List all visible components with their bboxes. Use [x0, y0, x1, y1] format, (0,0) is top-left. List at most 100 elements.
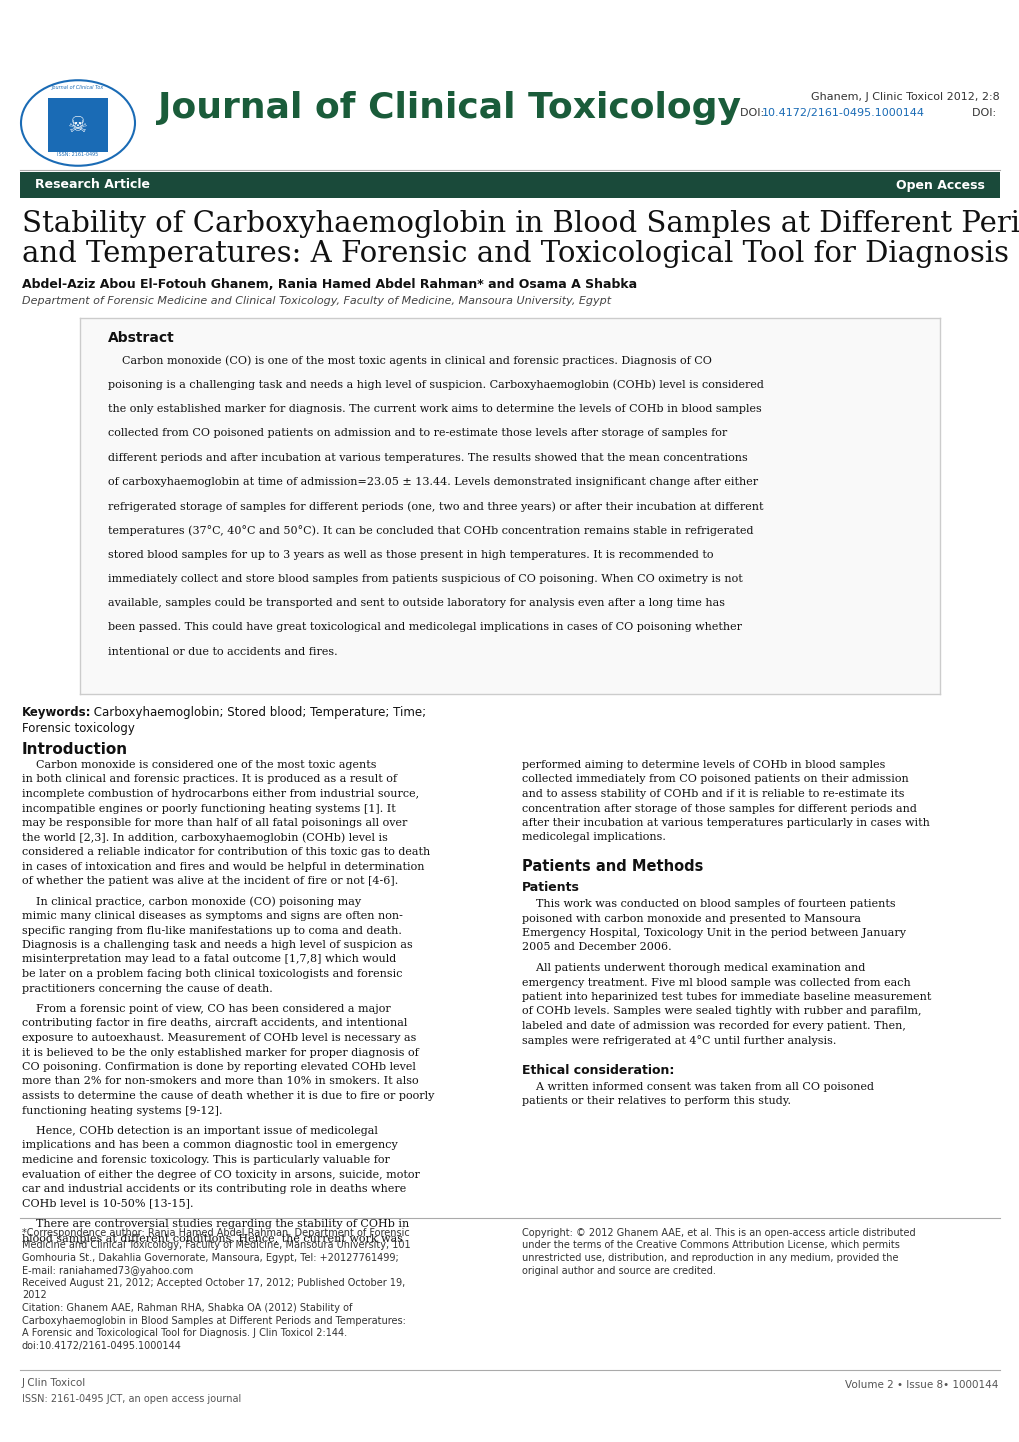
- Text: the only established marker for diagnosis. The current work aims to determine th: the only established marker for diagnosi…: [107, 404, 760, 414]
- Text: concentration after storage of those samples for different periods and: concentration after storage of those sam…: [522, 803, 916, 813]
- Text: mimic many clinical diseases as symptoms and signs are often non-: mimic many clinical diseases as symptoms…: [22, 911, 403, 921]
- Text: after their incubation at various temperatures particularly in cases with: after their incubation at various temper…: [522, 818, 929, 828]
- Text: Gomhouria St., Dakahlia Governorate, Mansoura, Egypt, Tel: +20127761499;: Gomhouria St., Dakahlia Governorate, Man…: [22, 1253, 398, 1263]
- Text: more than 2% for non-smokers and more than 10% in smokers. It also: more than 2% for non-smokers and more th…: [22, 1077, 418, 1086]
- Text: poisoning is a challenging task and needs a high level of suspicion. Carboxyhaem: poisoning is a challenging task and need…: [107, 379, 762, 391]
- Text: Volume 2 • Issue 8• 1000144: Volume 2 • Issue 8• 1000144: [844, 1380, 997, 1390]
- Text: All patients underwent thorough medical examination and: All patients underwent thorough medical …: [522, 963, 864, 973]
- Text: A written informed consent was taken from all CO poisoned: A written informed consent was taken fro…: [522, 1082, 873, 1092]
- Text: E-mail: raniahamed73@yahoo.com: E-mail: raniahamed73@yahoo.com: [22, 1266, 193, 1276]
- Text: samples were refrigerated at 4°C until further analysis.: samples were refrigerated at 4°C until f…: [522, 1035, 836, 1047]
- Text: stored blood samples for up to 3 years as well as those present in high temperat: stored blood samples for up to 3 years a…: [107, 549, 712, 559]
- Text: of COHb levels. Samples were sealed tightly with rubber and parafilm,: of COHb levels. Samples were sealed tigh…: [522, 1007, 920, 1017]
- Text: medicolegal implications.: medicolegal implications.: [522, 832, 665, 842]
- Text: performed aiming to determine levels of COHb in blood samples: performed aiming to determine levels of …: [522, 760, 884, 770]
- Text: Medicine and Clinical Toxicology, Faculty of Medicine, Mansoura University, 101: Medicine and Clinical Toxicology, Facult…: [22, 1240, 411, 1250]
- Text: patient into heparinized test tubes for immediate baseline measurement: patient into heparinized test tubes for …: [522, 992, 930, 1002]
- Text: Abstract: Abstract: [107, 332, 174, 345]
- Text: the world [2,3]. In addition, carboxyhaemoglobin (COHb) level is: the world [2,3]. In addition, carboxyhae…: [22, 832, 387, 844]
- Text: intentional or due to accidents and fires.: intentional or due to accidents and fire…: [107, 646, 337, 656]
- Text: unrestricted use, distribution, and reproduction in any medium, provided the: unrestricted use, distribution, and repr…: [522, 1253, 898, 1263]
- Text: Introduction: Introduction: [22, 743, 128, 757]
- Text: medicine and forensic toxicology. This is particularly valuable for: medicine and forensic toxicology. This i…: [22, 1155, 389, 1165]
- Text: In clinical practice, carbon monoxide (CO) poisoning may: In clinical practice, carbon monoxide (C…: [22, 897, 361, 907]
- Text: ISSN: 2161-0495 JCT, an open access journal: ISSN: 2161-0495 JCT, an open access jour…: [22, 1394, 242, 1405]
- Text: J Clin Toxicol: J Clin Toxicol: [22, 1379, 87, 1389]
- Text: *Correspondence author: Rania Hamed Abdel Rahman, Department of Forensic: *Correspondence author: Rania Hamed Abde…: [22, 1229, 410, 1239]
- Text: Copyright: © 2012 Ghanem AAE, et al. This is an open-access article distributed: Copyright: © 2012 Ghanem AAE, et al. Thi…: [522, 1229, 915, 1239]
- Text: Forensic toxicology: Forensic toxicology: [22, 722, 135, 735]
- Text: patients or their relatives to perform this study.: patients or their relatives to perform t…: [522, 1096, 790, 1106]
- Text: Carbon monoxide is considered one of the most toxic agents: Carbon monoxide is considered one of the…: [22, 760, 376, 770]
- Text: contributing factor in fire deaths, aircraft accidents, and intentional: contributing factor in fire deaths, airc…: [22, 1018, 407, 1028]
- Text: DOI:: DOI:: [739, 108, 767, 118]
- Text: Emergency Hospital, Toxicology Unit in the period between January: Emergency Hospital, Toxicology Unit in t…: [522, 929, 905, 937]
- Text: available, samples could be transported and sent to outside laboratory for analy: available, samples could be transported …: [107, 598, 723, 609]
- Text: different periods and after incubation at various temperatures. The results show: different periods and after incubation a…: [107, 453, 747, 463]
- Text: considered a reliable indicator for contribution of this toxic gas to death: considered a reliable indicator for cont…: [22, 846, 430, 857]
- Text: Research Article: Research Article: [35, 179, 150, 192]
- Text: collected immediately from CO poisoned patients on their admission: collected immediately from CO poisoned p…: [522, 774, 908, 784]
- Text: exposure to autoexhaust. Measurement of COHb level is necessary as: exposure to autoexhaust. Measurement of …: [22, 1032, 416, 1043]
- Text: emergency treatment. Five ml blood sample was collected from each: emergency treatment. Five ml blood sampl…: [522, 978, 910, 988]
- Text: assists to determine the cause of death whether it is due to fire or poorly: assists to determine the cause of death …: [22, 1092, 434, 1102]
- Text: Citation: Ghanem AAE, Rahman RHA, Shabka OA (2012) Stability of: Citation: Ghanem AAE, Rahman RHA, Shabka…: [22, 1304, 352, 1314]
- Text: Abdel-Aziz Abou El-Fotouh Ghanem, Rania Hamed Abdel Rahman* and Osama A Shabka: Abdel-Aziz Abou El-Fotouh Ghanem, Rania …: [22, 278, 637, 291]
- Text: Diagnosis is a challenging task and needs a high level of suspicion as: Diagnosis is a challenging task and need…: [22, 940, 413, 950]
- Text: it is believed to be the only established marker for proper diagnosis of: it is believed to be the only establishe…: [22, 1047, 419, 1057]
- Text: may be responsible for more than half of all fatal poisonings all over: may be responsible for more than half of…: [22, 818, 407, 828]
- Text: misinterpretation may lead to a fatal outcome [1,7,8] which would: misinterpretation may lead to a fatal ou…: [22, 955, 395, 965]
- Text: ☠: ☠: [68, 115, 88, 136]
- Text: Department of Forensic Medicine and Clinical Toxicology, Faculty of Medicine, Ma: Department of Forensic Medicine and Clin…: [22, 296, 610, 306]
- Text: COHb level is 10-50% [13-15].: COHb level is 10-50% [13-15].: [22, 1198, 194, 1208]
- Text: Journal of Clinical Toxicology: Journal of Clinical Toxicology: [158, 91, 740, 125]
- Text: labeled and date of admission was recorded for every patient. Then,: labeled and date of admission was record…: [522, 1021, 905, 1031]
- Text: under the terms of the Creative Commons Attribution License, which permits: under the terms of the Creative Commons …: [522, 1240, 899, 1250]
- Text: Open Access: Open Access: [896, 179, 984, 192]
- Text: collected from CO poisoned patients on admission and to re-estimate those levels: collected from CO poisoned patients on a…: [107, 428, 727, 438]
- Text: blood samples at different conditions. Hence, the current work was: blood samples at different conditions. H…: [22, 1233, 403, 1243]
- Text: incomplete combustion of hydrocarbons either from industrial source,: incomplete combustion of hydrocarbons ei…: [22, 789, 419, 799]
- Text: CO poisoning. Confirmation is done by reporting elevated COHb level: CO poisoning. Confirmation is done by re…: [22, 1061, 416, 1071]
- Text: in both clinical and forensic practices. It is produced as a result of: in both clinical and forensic practices.…: [22, 774, 396, 784]
- Text: and Temperatures: A Forensic and Toxicological Tool for Diagnosis: and Temperatures: A Forensic and Toxicol…: [22, 239, 1008, 268]
- Text: A Forensic and Toxicological Tool for Diagnosis. J Clin Toxicol 2:144.: A Forensic and Toxicological Tool for Di…: [22, 1328, 346, 1338]
- Text: From a forensic point of view, CO has been considered a major: From a forensic point of view, CO has be…: [22, 1004, 390, 1014]
- Text: Hence, COHb detection is an important issue of medicolegal: Hence, COHb detection is an important is…: [22, 1126, 377, 1136]
- Text: DOI:: DOI:: [971, 108, 999, 118]
- Text: Stability of Carboxyhaemoglobin in Blood Samples at Different Periods: Stability of Carboxyhaemoglobin in Blood…: [22, 211, 1019, 238]
- Text: 2005 and December 2006.: 2005 and December 2006.: [522, 943, 671, 953]
- Text: Patients and Methods: Patients and Methods: [522, 859, 703, 874]
- Text: Keywords:: Keywords:: [22, 707, 92, 720]
- Text: Ethical consideration:: Ethical consideration:: [522, 1064, 674, 1077]
- Text: Journal of Clinical Tox: Journal of Clinical Tox: [52, 85, 104, 91]
- Text: incompatible engines or poorly functioning heating systems [1]. It: incompatible engines or poorly functioni…: [22, 803, 395, 813]
- Text: poisoned with carbon monoxide and presented to Mansoura: poisoned with carbon monoxide and presen…: [522, 913, 860, 923]
- Text: practitioners concerning the cause of death.: practitioners concerning the cause of de…: [22, 983, 272, 994]
- Text: Received August 21, 2012; Accepted October 17, 2012; Published October 19,: Received August 21, 2012; Accepted Octob…: [22, 1278, 405, 1288]
- Text: functioning heating systems [9-12].: functioning heating systems [9-12].: [22, 1106, 222, 1116]
- Text: and to assess stability of COHb and if it is reliable to re-estimate its: and to assess stability of COHb and if i…: [522, 789, 904, 799]
- Text: doi:10.4172/2161-0495.1000144: doi:10.4172/2161-0495.1000144: [22, 1341, 181, 1351]
- Text: Carboxyhaemoglobin; Stored blood; Temperature; Time;: Carboxyhaemoglobin; Stored blood; Temper…: [90, 707, 426, 720]
- Text: evaluation of either the degree of CO toxicity in arsons, suicide, motor: evaluation of either the degree of CO to…: [22, 1169, 420, 1180]
- Text: original author and source are credited.: original author and source are credited.: [522, 1266, 715, 1276]
- Text: car and industrial accidents or its contributing role in deaths where: car and industrial accidents or its cont…: [22, 1184, 406, 1194]
- Text: There are controversial studies regarding the stability of COHb in: There are controversial studies regardin…: [22, 1218, 409, 1229]
- FancyBboxPatch shape: [48, 98, 108, 151]
- Text: be later on a problem facing both clinical toxicologists and forensic: be later on a problem facing both clinic…: [22, 969, 403, 979]
- Text: of whether the patient was alive at the incident of fire or not [4-6].: of whether the patient was alive at the …: [22, 875, 397, 885]
- Text: Patients: Patients: [522, 881, 580, 894]
- Text: been passed. This could have great toxicological and medicolegal implications in: been passed. This could have great toxic…: [107, 623, 741, 633]
- Text: 2012: 2012: [22, 1291, 47, 1301]
- Text: of carboxyhaemoglobin at time of admission=23.05 ± 13.44. Levels demonstrated in: of carboxyhaemoglobin at time of admissi…: [107, 477, 757, 487]
- Text: implications and has been a common diagnostic tool in emergency: implications and has been a common diagn…: [22, 1141, 397, 1151]
- Text: specific ranging from flu-like manifestations up to coma and death.: specific ranging from flu-like manifesta…: [22, 926, 401, 936]
- Text: refrigerated storage of samples for different periods (one, two and three years): refrigerated storage of samples for diff…: [107, 502, 762, 512]
- Text: temperatures (37°C, 40°C and 50°C). It can be concluded that COHb concentration : temperatures (37°C, 40°C and 50°C). It c…: [107, 525, 752, 536]
- Text: Ghanem, J Clinic Toxicol 2012, 2:8: Ghanem, J Clinic Toxicol 2012, 2:8: [810, 92, 999, 102]
- Text: This work was conducted on blood samples of fourteen patients: This work was conducted on blood samples…: [522, 898, 895, 908]
- Text: immediately collect and store blood samples from patients suspicious of CO poiso: immediately collect and store blood samp…: [107, 574, 742, 584]
- Text: ISSN: 2161-0495: ISSN: 2161-0495: [57, 153, 99, 157]
- Text: Carbon monoxide (CO) is one of the most toxic agents in clinical and forensic pr: Carbon monoxide (CO) is one of the most …: [107, 356, 710, 366]
